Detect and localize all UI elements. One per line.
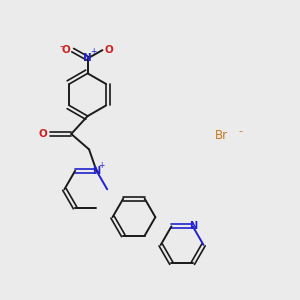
Text: +: + [90, 47, 96, 56]
Text: O: O [105, 45, 113, 55]
Text: -: - [59, 42, 63, 52]
Text: -: - [239, 126, 243, 136]
Text: N: N [189, 221, 197, 231]
Text: +: + [98, 161, 105, 170]
Text: N: N [83, 53, 92, 64]
Text: O: O [62, 45, 70, 55]
Text: N: N [92, 166, 101, 176]
Text: Br: Br [215, 129, 228, 142]
Text: O: O [39, 129, 48, 139]
